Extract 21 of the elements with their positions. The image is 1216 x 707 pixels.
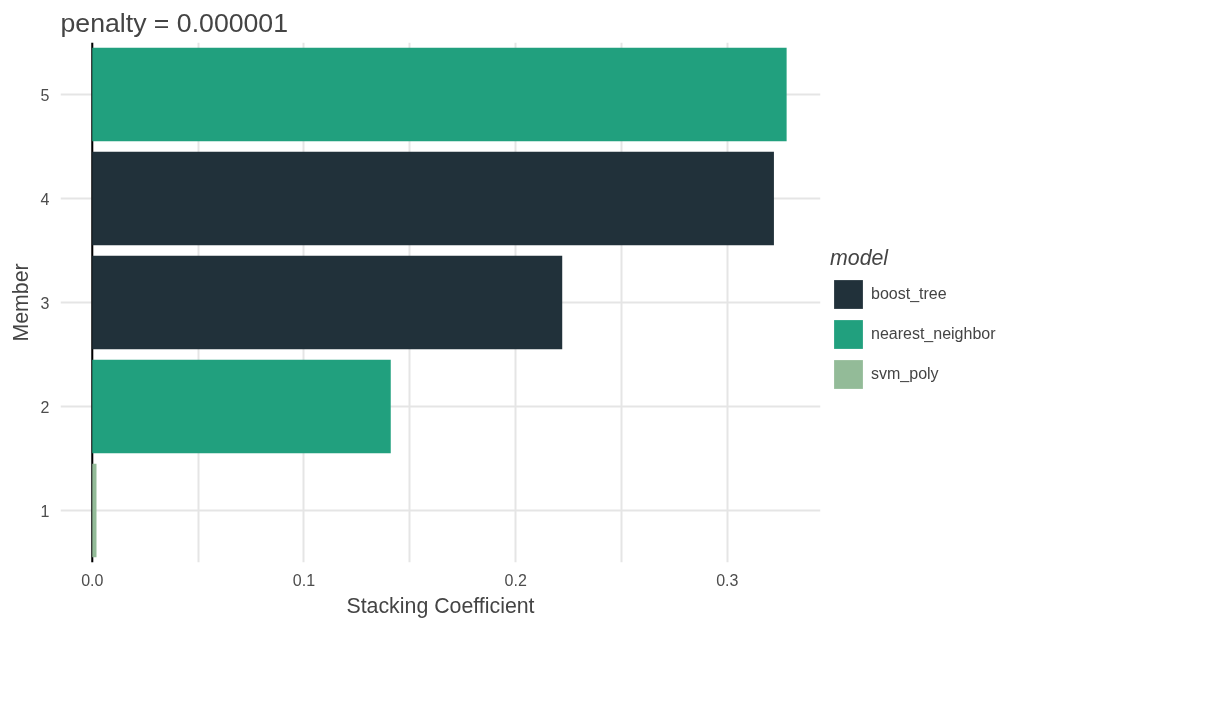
bar: [92, 359, 391, 454]
x-axis-title: Stacking Coefficient: [346, 593, 535, 618]
chart-title: penalty = 0.000001: [60, 7, 289, 38]
x-tick-label: 0.2: [504, 571, 527, 589]
legend-title: model: [830, 246, 890, 271]
bar: [92, 463, 97, 558]
legend-label: boost_tree: [871, 285, 947, 303]
x-tick-label: 0.0: [81, 571, 104, 589]
x-tick-label: 0.3: [716, 571, 739, 589]
y-tick-label: 4: [40, 190, 50, 208]
y-tick-label: 3: [40, 294, 50, 312]
bar: [92, 151, 774, 246]
legend-label: nearest_neighbor: [871, 325, 996, 343]
x-tick-label: 0.1: [292, 571, 316, 589]
bar: [92, 255, 563, 350]
legend-label: svm_poly: [871, 365, 939, 383]
y-tick-label: 2: [40, 398, 50, 416]
y-axis-title: Member: [8, 263, 33, 342]
bar: [92, 47, 787, 142]
y-tick-label: 5: [40, 86, 50, 104]
y-tick-label: 1: [40, 502, 50, 520]
